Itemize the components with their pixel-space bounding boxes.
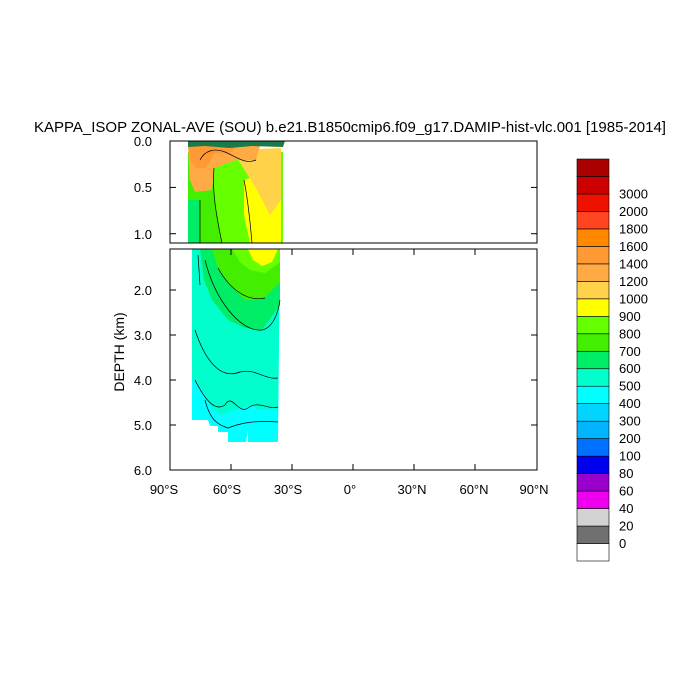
colorbar-box (576, 246, 610, 265)
colorbar-box (576, 350, 610, 370)
colorbar-label: 700 (619, 344, 641, 359)
upper-panel-frame (169, 140, 538, 244)
y-axis-label: DEPTH (km) (111, 312, 127, 391)
colorbar-label: 1000 (619, 291, 648, 306)
y-tick-label: 3.0 (134, 328, 152, 343)
colorbar-box (576, 438, 610, 457)
colorbar-label: 400 (619, 396, 641, 411)
colorbar-label: 1400 (619, 256, 648, 271)
colorbar-label: 300 (619, 414, 641, 429)
colorbar-box (576, 473, 610, 492)
colorbar-label: 3000 (619, 186, 648, 201)
colorbar-box (576, 281, 610, 300)
y-tick-label: 5.0 (134, 418, 152, 433)
field-band-1000 (232, 148, 281, 215)
x-tick-label: 0° (344, 482, 356, 497)
colorbar-box (576, 193, 610, 212)
field-band-surface (188, 141, 285, 148)
chart-title: KAPPA_ISOP ZONAL-AVE (SOU) b.e21.B1850cm… (34, 119, 666, 136)
colorbar-label: 40 (619, 501, 633, 516)
field-contour-upper-1 (199, 149, 257, 162)
y-tick-label: 0.0 (134, 134, 152, 149)
x-tick-label: 60°N (459, 482, 488, 497)
colorbar-label: 200 (619, 431, 641, 446)
colorbar-box (576, 228, 610, 247)
field-contour-lower-1 (204, 259, 281, 331)
x-tick-label: 30°N (397, 482, 426, 497)
colorbar-label: 20 (619, 519, 633, 534)
colorbar-box (576, 525, 610, 544)
colorbar-label: 80 (619, 466, 633, 481)
colorbar-box (576, 508, 610, 527)
colorbar: 0 20 40 60 80 100 200 300 400 500 600 700 800 900 1000… (576, 158, 648, 562)
y-tick-label: 4.0 (134, 373, 152, 388)
colorbar-label: 800 (619, 326, 641, 341)
y-tick-label: 2.0 (134, 283, 152, 298)
colorbar-box (576, 176, 610, 195)
colorbar-box (576, 385, 610, 404)
colorbar-box (576, 211, 610, 230)
lower-panel-field (192, 249, 281, 442)
colorbar-box (576, 316, 610, 335)
colorbar-label: 600 (619, 361, 641, 376)
colorbar-label: 60 (619, 484, 633, 499)
x-tick-label: 30°S (274, 482, 303, 497)
upper-panel-field (188, 141, 285, 243)
colorbar-label: 2000 (619, 204, 648, 219)
x-ticks (169, 249, 538, 470)
field-contour-lower-2 (217, 267, 266, 300)
colorbar-label: 500 (619, 379, 641, 394)
field-contour-lower-3 (194, 329, 279, 379)
field-band-600-edge (188, 200, 200, 243)
field-contour-lower-4 (194, 379, 279, 410)
colorbar-box (576, 368, 610, 387)
colorbar-box (576, 298, 610, 317)
colorbar-box (576, 403, 610, 422)
colorbar-label: 100 (619, 449, 641, 464)
colorbar-label: 900 (619, 309, 641, 324)
field-contour-lower-6 (197, 254, 201, 286)
x-tick-label: 90°S (150, 482, 179, 497)
y-tick-label: 1.0 (134, 227, 152, 242)
upper-y-ticks (170, 140, 537, 235)
field-band-1400 (188, 144, 238, 168)
x-tick-label: 90°N (519, 482, 548, 497)
colorbar-label: 1800 (619, 221, 648, 236)
colorbar-box (576, 420, 610, 439)
colorbar-label: 0 (619, 536, 626, 551)
colorbar-box (576, 158, 610, 177)
field-band-900 (248, 249, 278, 266)
y-tick-label: 6.0 (134, 463, 152, 478)
field-contour-upper-3 (213, 167, 223, 243)
colorbar-label: 1200 (619, 274, 648, 289)
field-contour-lower-5 (204, 399, 279, 429)
colorbar-box (576, 543, 610, 562)
y-tick-label: 0.5 (134, 180, 152, 195)
field-contour-upper-2 (243, 179, 253, 243)
x-tick-label: 60°S (213, 482, 242, 497)
colorbar-box (576, 490, 610, 509)
lower-y-ticks (170, 289, 537, 426)
colorbar-label: 1600 (619, 239, 648, 254)
colorbar-box (576, 455, 610, 474)
colorbar-box (576, 333, 610, 352)
colorbar-box (576, 263, 610, 282)
